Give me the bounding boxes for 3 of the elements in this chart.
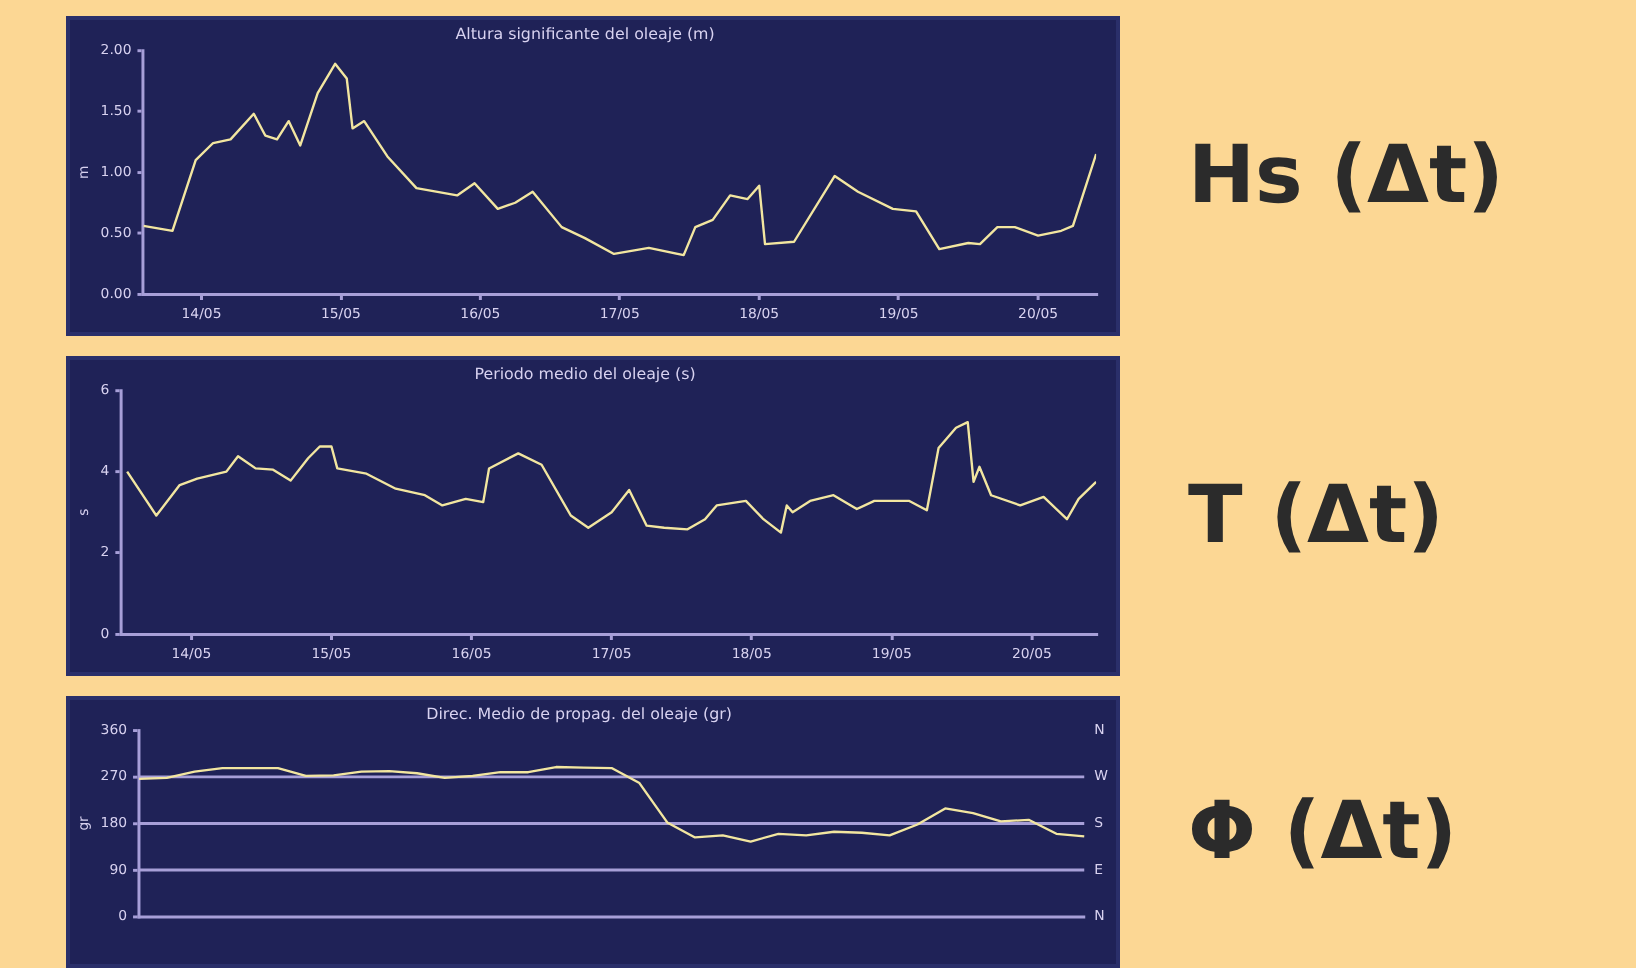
text: Φ (Δt) <box>1188 786 1458 878</box>
text: Hs (Δt) <box>1188 130 1504 222</box>
text: T (Δt) <box>1188 470 1444 562</box>
